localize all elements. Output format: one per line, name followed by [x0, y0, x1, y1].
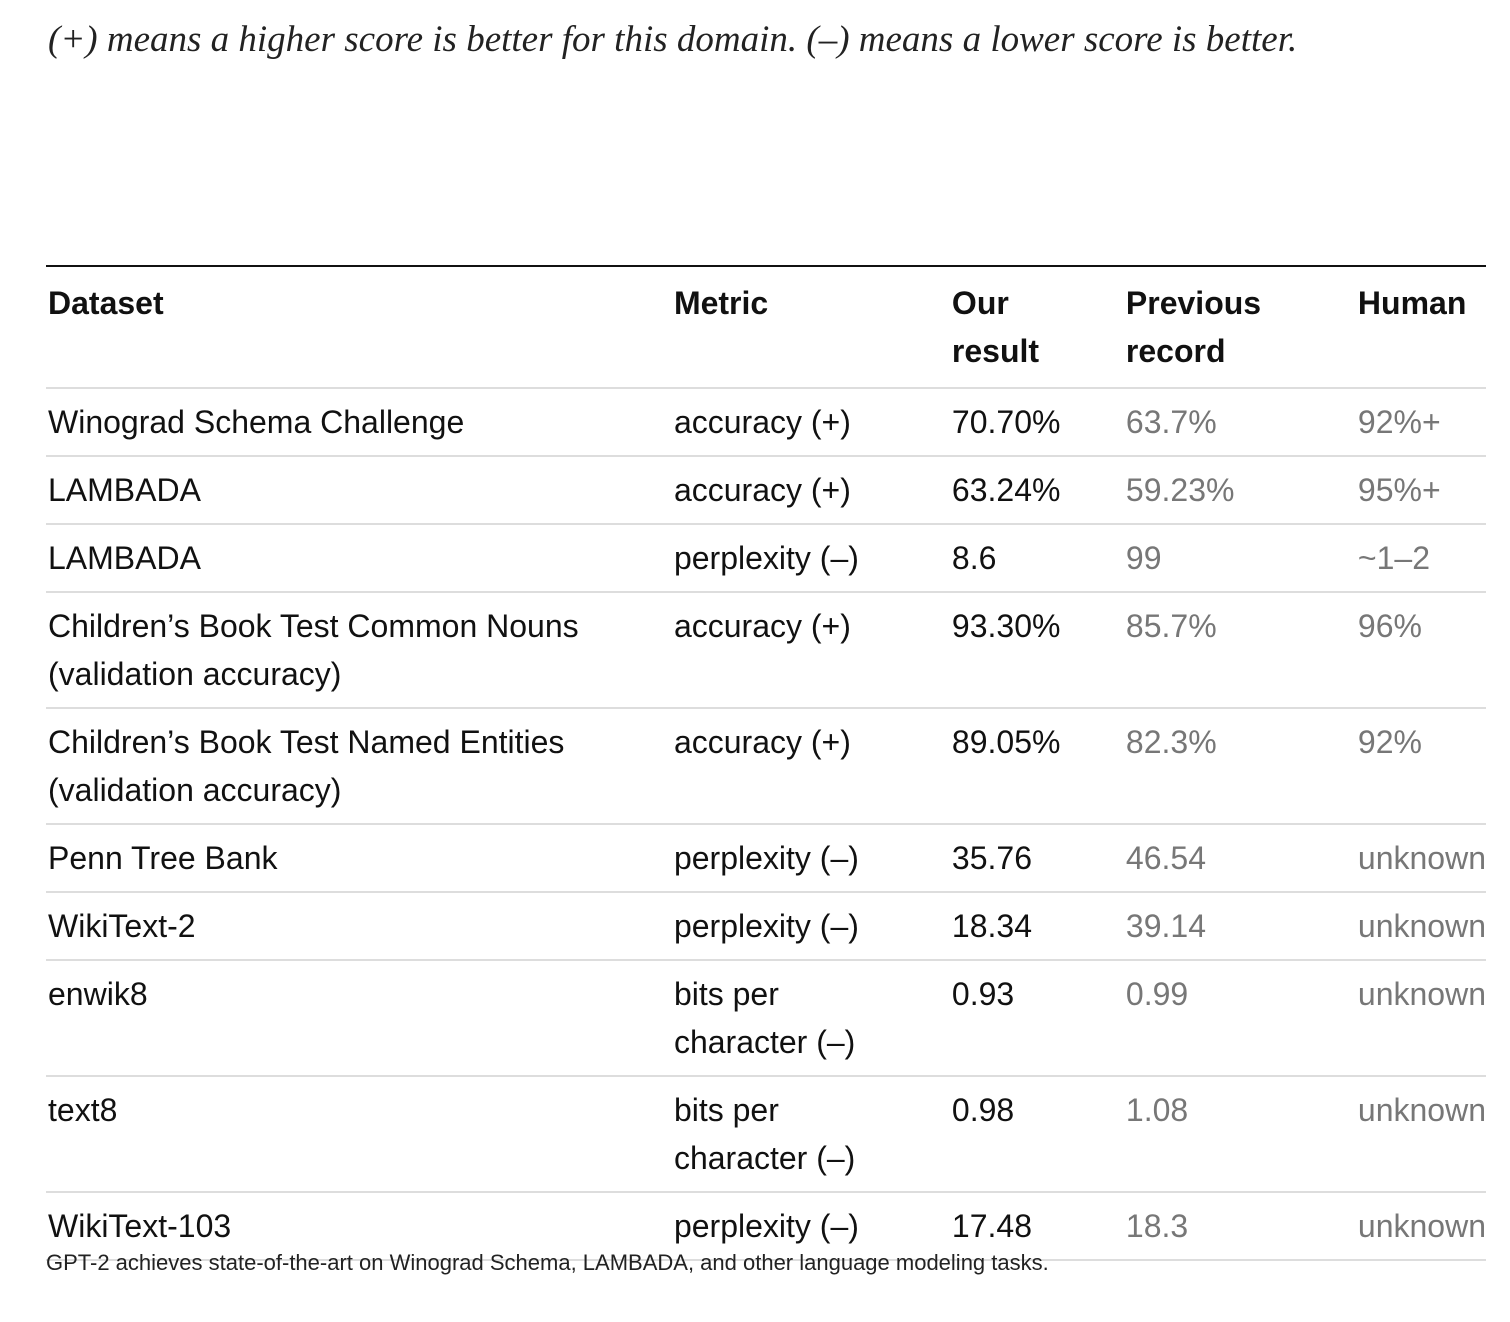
table-cell: accuracy (+): [671, 707, 950, 824]
table-cell: 0.93: [949, 959, 1124, 1076]
column-header: Our result: [950, 266, 1124, 388]
table-cell: 93.30%: [949, 591, 1124, 708]
table-cell: 85.7%: [1123, 591, 1356, 708]
table-cell: 17.48: [949, 1191, 1124, 1261]
table-cell: 99: [1123, 523, 1356, 592]
table-cell: Children’s Book Test Common Nouns (valid…: [46, 591, 672, 708]
table-row: enwik8 bits per character (–) 0.93 0.99 unkn…: [46, 959, 1486, 1076]
table-cell: perplexity (–): [671, 891, 950, 960]
table-cell: 89.05%: [949, 707, 1124, 824]
table-cell: text8: [46, 1075, 672, 1192]
table-cell: unknown: [1355, 1191, 1486, 1261]
column-header: Human: [1356, 266, 1486, 388]
table-cell: 92%+: [1355, 387, 1486, 456]
table-cell: perplexity (–): [671, 823, 950, 892]
caption: GPT-2 achieves state-of-the-art on Winog…: [46, 1250, 1049, 1275]
column-header: Metric: [672, 266, 950, 388]
table-cell: LAMBADA: [46, 455, 672, 524]
table-cell: 1.08: [1123, 1075, 1356, 1192]
table-row: WikiText-2 perplexity (–) 18.34 39.14 unknow…: [46, 891, 1486, 960]
table-cell: Children’s Book Test Named Entities (val…: [46, 707, 672, 824]
results-table: Dataset Metric Our result Previous record Hu…: [46, 265, 1486, 1261]
table-cell: 70.70%: [949, 387, 1124, 456]
table-cell: 92%: [1355, 707, 1486, 824]
table-row: Winograd Schema Challenge accuracy (+) 70.…: [46, 387, 1486, 456]
table-cell: unknown: [1355, 1075, 1486, 1192]
table-cell: perplexity (–): [671, 1191, 950, 1261]
table-cell: bits per character (–): [671, 1075, 950, 1192]
header-text: Metric: [673, 285, 769, 321]
table-cell: 95%+: [1355, 455, 1486, 524]
table-cell: WikiText-2: [46, 891, 672, 960]
table-cell: ~1–2: [1355, 523, 1486, 592]
header-text: Our result: [951, 285, 1040, 369]
table-row: Children’s Book Test Common Nouns (valid…: [46, 591, 1486, 708]
table-cell: unknown: [1355, 959, 1486, 1076]
table-body: Winograd Schema Challenge accuracy (+) 70.…: [46, 387, 1486, 1261]
table-row: WikiText-103 perplexity (–) 17.48 18.3 unkno…: [46, 1191, 1486, 1261]
table-row: LAMBADA perplexity (–) 8.6 99 ~1–2: [46, 523, 1486, 592]
column-header: Previous record: [1124, 266, 1356, 388]
header-text: Previous record: [1125, 285, 1262, 369]
table-cell: accuracy (+): [671, 387, 950, 456]
table-cell: 59.23%: [1123, 455, 1356, 524]
table-cell: 63.24%: [949, 455, 1124, 524]
table-cell: Winograd Schema Challenge: [46, 387, 672, 456]
table-cell: 18.3: [1123, 1191, 1356, 1261]
table-cell: 0.98: [949, 1075, 1124, 1192]
table-cell: enwik8: [46, 959, 672, 1076]
column-header: Dataset: [46, 266, 672, 388]
table-cell: accuracy (+): [671, 455, 950, 524]
table-cell: 8.6: [949, 523, 1124, 592]
header-text: Dataset: [48, 285, 164, 321]
table-cell: unknown: [1355, 823, 1486, 892]
header-text: Human: [1357, 285, 1467, 321]
table-cell: unknown: [1355, 891, 1486, 960]
table-cell: accuracy (+): [671, 591, 950, 708]
table-cell: 46.54: [1123, 823, 1356, 892]
table-row: Children’s Book Test Named Entities (val…: [46, 707, 1486, 824]
table-cell: LAMBADA: [46, 523, 672, 592]
table-cell: bits per character (–): [671, 959, 950, 1076]
table-cell: 18.34: [949, 891, 1124, 960]
table-cell: WikiText-103: [46, 1191, 672, 1261]
table-cell: 96%: [1355, 591, 1486, 708]
table-row: Penn Tree Bank perplexity (–) 35.76 46.54 un…: [46, 823, 1486, 892]
table-cell: 63.7%: [1123, 387, 1356, 456]
table-cell: 82.3%: [1123, 707, 1356, 824]
table-row: LAMBADA accuracy (+) 63.24% 59.23% 95%+: [46, 455, 1486, 524]
table-cell: 35.76: [949, 823, 1124, 892]
table-cell: perplexity (–): [671, 523, 950, 592]
header-row: Dataset Metric Our result Previous record Hu…: [46, 266, 1486, 388]
table-cell: Penn Tree Bank: [46, 823, 672, 892]
note: (+) means a higher score is better for t…: [48, 19, 1298, 60]
table-cell: 39.14: [1123, 891, 1356, 960]
table-cell: 0.99: [1123, 959, 1356, 1076]
table-row: text8 bits per character (–) 0.98 1.08 unkno…: [46, 1075, 1486, 1192]
